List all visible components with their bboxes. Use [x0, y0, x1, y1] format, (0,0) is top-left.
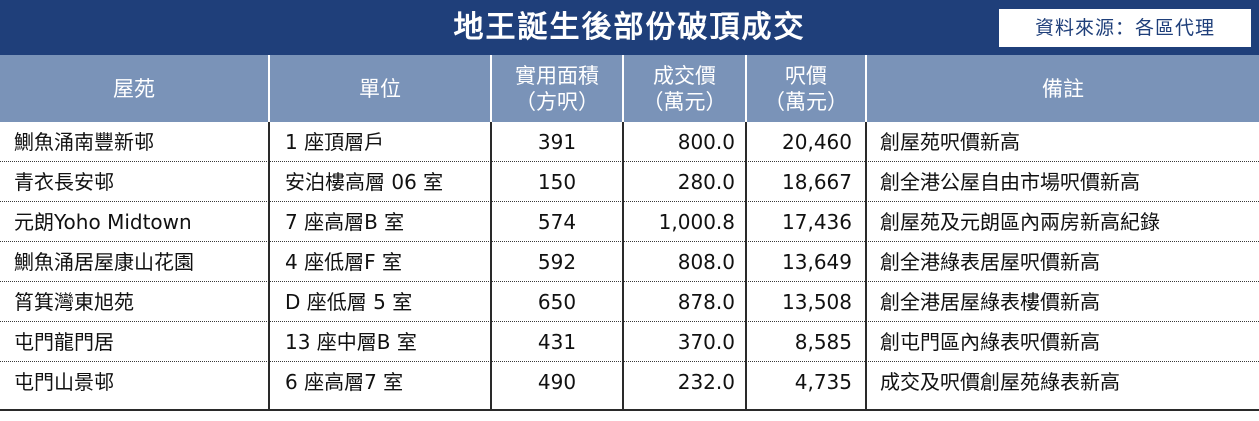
table-bottom-rule — [0, 409, 1259, 411]
column-divider — [268, 122, 270, 411]
cell-price: 808.0 — [677, 250, 735, 274]
cell-unit: 13 座中層B 室 — [285, 330, 417, 354]
title-bar: 地王誕生後部份破頂成交 資料來源：各區代理 — [0, 0, 1259, 55]
table-row: 鰂魚涌南豐新邨 1 座頂層戶 391 800.0 20,460 創屋苑呎價新高 — [0, 122, 1259, 162]
header-estate-label: 屋苑 — [113, 76, 155, 101]
header-row: 屋苑 單位 實用面積 （方呎） 成交價 （萬元） 呎價 （萬元） 備註 — [0, 55, 1259, 122]
column-divider — [622, 122, 624, 411]
table-row: 屯門山景邨 6 座高層7 室 490 232.0 4,735 成交及呎價創屋苑綠… — [0, 362, 1259, 402]
cell-unit: 4 座低層F 室 — [285, 250, 402, 274]
cell-area: 150 — [537, 170, 577, 194]
cell-remark: 創全港綠表居屋呎價新高 — [880, 250, 1100, 274]
header-area-line2: （方呎） — [515, 89, 599, 114]
cell-psf: 4,735 — [794, 370, 852, 394]
header-estate: 屋苑 — [0, 55, 268, 122]
cell-price: 280.0 — [677, 170, 735, 194]
cell-area: 391 — [537, 130, 577, 154]
column-divider — [745, 122, 747, 411]
table-row: 元朗Yoho Midtown 7 座高層B 室 574 1,000.8 17,4… — [0, 202, 1259, 242]
cell-psf: 20,460 — [782, 130, 852, 154]
cell-estate: 鰂魚涌居屋康山花園 — [14, 250, 194, 274]
header-divider — [268, 55, 270, 122]
table-row: 鰂魚涌居屋康山花園 4 座低層F 室 592 808.0 13,649 創全港綠… — [0, 242, 1259, 282]
cell-psf: 18,667 — [782, 170, 852, 194]
cell-area: 650 — [537, 290, 577, 314]
table-row: 青衣長安邨 安泊樓高層 06 室 150 280.0 18,667 創全港公屋自… — [0, 162, 1259, 202]
cell-price: 232.0 — [677, 370, 735, 394]
header-psf-line2: （萬元） — [764, 89, 848, 114]
cell-area: 490 — [537, 370, 577, 394]
header-area: 實用面積 （方呎） — [492, 55, 622, 122]
cell-price: 370.0 — [677, 330, 735, 354]
cell-price: 1,000.8 — [658, 210, 735, 234]
table-row: 屯門龍門居 13 座中層B 室 431 370.0 8,585 創屯門區內綠表呎… — [0, 322, 1259, 362]
cell-unit: 6 座高層7 室 — [285, 370, 404, 394]
cell-area: 592 — [537, 250, 577, 274]
cell-psf: 13,649 — [782, 250, 852, 274]
cell-remark: 創屋苑呎價新高 — [880, 130, 1020, 154]
table-title: 地王誕生後部份破頂成交 — [453, 10, 806, 45]
header-divider — [745, 55, 747, 122]
header-remark-label: 備註 — [1042, 76, 1084, 101]
header-price-line1: 成交價 — [653, 63, 716, 88]
header-price: 成交價 （萬元） — [624, 55, 745, 122]
header-unit-label: 單位 — [359, 76, 401, 101]
header-psf-line1: 呎價 — [785, 63, 827, 88]
column-divider — [490, 122, 492, 411]
cell-psf: 8,585 — [794, 330, 852, 354]
cell-unit: 1 座頂層戶 — [285, 130, 385, 154]
cell-estate: 鰂魚涌南豐新邨 — [14, 130, 154, 154]
source-note: 資料來源：各區代理 — [1034, 17, 1215, 39]
cell-price: 878.0 — [677, 290, 735, 314]
header-divider — [490, 55, 492, 122]
cell-area: 431 — [537, 330, 577, 354]
cell-remark: 創全港公屋自由市場呎價新高 — [880, 170, 1140, 194]
cell-estate: 屯門山景邨 — [14, 370, 114, 394]
cell-remark: 創屋苑及元朗區內兩房新高紀錄 — [880, 210, 1160, 234]
cell-psf: 17,436 — [782, 210, 852, 234]
header-price-line2: （萬元） — [642, 89, 727, 114]
cell-unit: 安泊樓高層 06 室 — [285, 170, 444, 194]
cell-psf: 13,508 — [782, 290, 852, 314]
header-psf: 呎價 （萬元） — [747, 55, 865, 122]
cell-price: 800.0 — [677, 130, 735, 154]
cell-estate: 屯門龍門居 — [14, 330, 114, 354]
header-unit: 單位 — [270, 55, 490, 122]
cell-estate: 筲箕灣東旭苑 — [14, 290, 134, 314]
cell-remark: 創屯門區內綠表呎價新高 — [880, 330, 1100, 354]
cell-remark: 成交及呎價創屋苑綠表新高 — [880, 370, 1120, 394]
source-box: 資料來源：各區代理 — [999, 9, 1251, 47]
cell-estate: 青衣長安邨 — [14, 170, 114, 194]
cell-remark: 創全港居屋綠表樓價新高 — [880, 290, 1100, 314]
cell-unit: D 座低層 5 室 — [285, 290, 413, 314]
table-row: 筲箕灣東旭苑 D 座低層 5 室 650 878.0 13,508 創全港居屋綠… — [0, 282, 1259, 322]
header-remark: 備註 — [867, 55, 1259, 122]
cell-estate: 元朗Yoho Midtown — [14, 210, 192, 234]
column-divider — [865, 122, 867, 411]
header-divider — [622, 55, 624, 122]
header-area-line1: 實用面積 — [515, 63, 599, 88]
header-divider — [865, 55, 867, 122]
cell-area: 574 — [537, 210, 577, 234]
cell-unit: 7 座高層B 室 — [285, 210, 405, 234]
